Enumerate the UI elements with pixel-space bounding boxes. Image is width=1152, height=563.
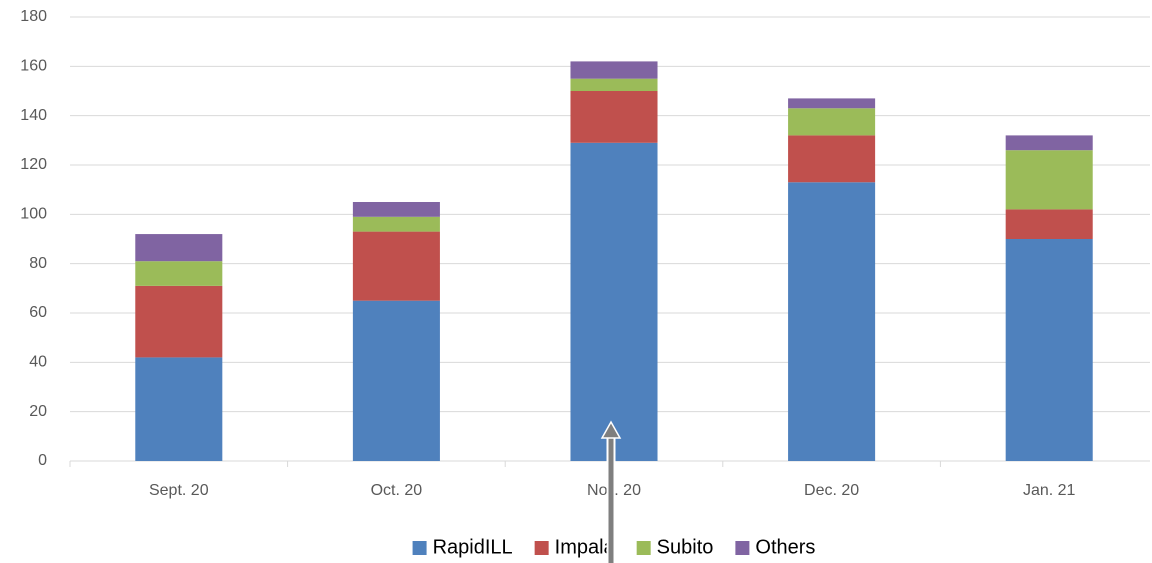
legend: RapidILL Impala Subito Others <box>412 536 815 558</box>
y-tick-label: 140 <box>20 107 47 124</box>
bar-segment <box>352 231 440 301</box>
bar-segment <box>352 216 440 232</box>
y-tick-label: 20 <box>29 403 47 420</box>
y-tick-label: 120 <box>20 156 47 173</box>
legend-label: RapidILL <box>433 536 513 558</box>
x-tick-label: Dec. 20 <box>804 482 859 499</box>
bar-segment <box>135 357 223 461</box>
y-tick-label: 160 <box>20 58 47 75</box>
bar-segment <box>570 142 658 462</box>
bar-segment <box>1005 135 1093 151</box>
annotation-arrow <box>600 420 622 563</box>
bar-segment <box>135 285 223 358</box>
bar-segment <box>352 300 440 461</box>
x-tick-label: Jan. 21 <box>1023 482 1076 499</box>
legend-swatch <box>534 541 549 555</box>
bar-segment <box>788 98 876 109</box>
x-tick-label: Sept. 20 <box>149 482 209 499</box>
bar-segment <box>788 135 876 183</box>
bar-segment <box>570 61 658 79</box>
bar-segment <box>135 234 223 262</box>
legend-label: Subito <box>657 536 714 558</box>
legend-swatch <box>636 541 651 555</box>
bar-segment <box>570 78 658 91</box>
bar-segment <box>135 261 223 286</box>
y-tick-label: 60 <box>29 304 47 321</box>
bar-segment <box>570 91 658 143</box>
bar-segment <box>788 182 876 461</box>
x-tick-label: Oct. 20 <box>371 482 423 499</box>
bar-segment <box>1005 150 1093 210</box>
bar-segment <box>788 108 876 136</box>
bar-segment <box>1005 209 1093 239</box>
bar-segment <box>1005 239 1093 461</box>
legend-label: Others <box>755 536 815 558</box>
y-tick-label: 180 <box>20 8 47 25</box>
legend-swatch <box>735 541 750 555</box>
bar-segment <box>352 202 440 217</box>
y-tick-label: 0 <box>38 452 47 469</box>
y-tick-label: 80 <box>29 255 47 272</box>
legend-swatch <box>412 541 427 555</box>
legend-label: Impala <box>555 536 616 558</box>
y-tick-label: 100 <box>20 206 47 223</box>
y-tick-label: 40 <box>29 354 47 371</box>
